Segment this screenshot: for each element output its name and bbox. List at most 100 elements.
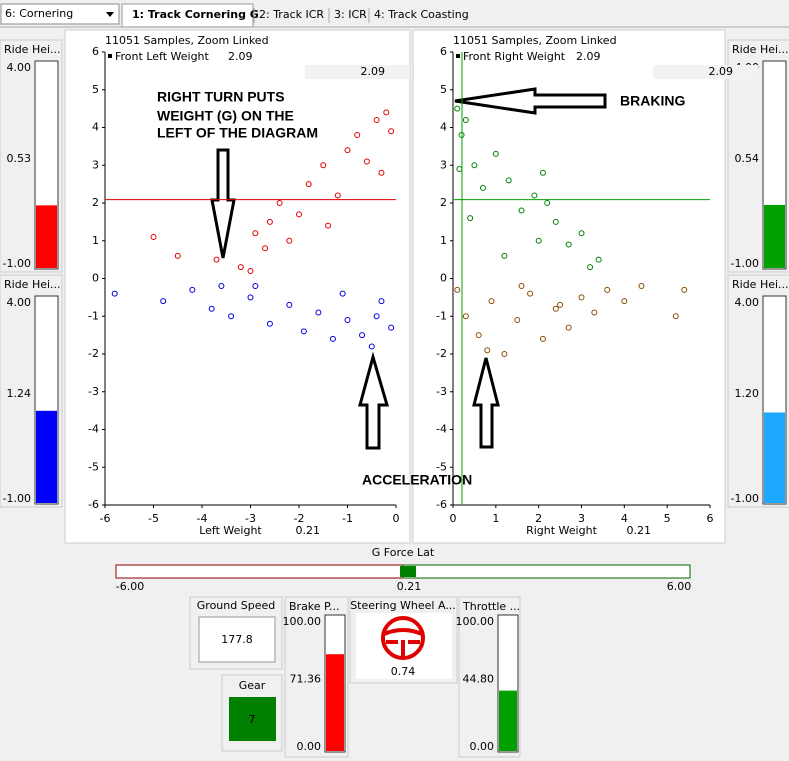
readout-box (653, 65, 758, 79)
y-tick-label: -1 (88, 309, 99, 322)
y-tick-label: 5 (440, 83, 447, 96)
x-tick-label: 0 (393, 512, 400, 525)
tab[interactable]: 2: Track ICR (259, 8, 324, 21)
ride-height-gauge-min: -1.00 (731, 257, 759, 270)
scatter-point (462, 313, 469, 320)
dropdown-arrow (106, 12, 114, 17)
arrow-up (358, 351, 389, 450)
scatter-point (276, 200, 283, 206)
ground-speed-box (198, 616, 276, 663)
scatter-point (454, 105, 461, 112)
throttle-gauge-title: Throttle ... (462, 600, 520, 613)
x-tick-label: 6 (707, 512, 714, 525)
gforce-max: 6.00 (667, 580, 692, 593)
y-tick-label: 0 (440, 272, 447, 285)
scatter-point (557, 301, 564, 308)
scatter-point (266, 320, 273, 327)
brake-gauge-min: 0.00 (297, 740, 322, 753)
ride-height-gauge-max: 4.00 (7, 61, 32, 74)
scatter-point (388, 324, 395, 331)
scatter-point (344, 317, 351, 324)
scatter-point (565, 241, 572, 248)
scatter-point (325, 222, 332, 229)
y-tick-label: 1 (440, 234, 447, 247)
gear-value: 7 (249, 713, 256, 726)
y-tick-label: -1 (436, 309, 447, 322)
y-tick-label: -5 (88, 460, 99, 473)
ride-height-gauge-fill (764, 412, 785, 503)
x-tick-label: -4 (197, 512, 208, 525)
scatter-point (373, 313, 380, 320)
scatter-point (638, 283, 645, 290)
y-tick-label: 3 (92, 158, 99, 171)
gear-box (229, 697, 276, 741)
scatter-point (471, 162, 478, 169)
tab-selected[interactable] (121, 3, 254, 28)
legend-value: 2.09 (576, 50, 601, 63)
ride-height-gauge-fill (36, 410, 57, 503)
y-tick-label: -4 (88, 423, 99, 436)
annotation: BRAKING (620, 93, 685, 109)
ride-height-gauge-title: Ride Hei... (732, 43, 789, 56)
scatter-point (363, 158, 370, 165)
readout-box (305, 65, 410, 79)
ride-height-gauge-min: -1.00 (3, 257, 31, 270)
scatter-point (681, 286, 688, 293)
scatter-point (339, 290, 346, 297)
scatter-point (368, 343, 375, 350)
y-tick-label: -6 (436, 498, 447, 511)
dropdown[interactable] (0, 3, 120, 25)
x-tick-label: -6 (100, 512, 111, 525)
legend-label: Front Left Weight (115, 50, 210, 63)
y-tick-label: -3 (88, 385, 99, 398)
scatter-point (475, 332, 482, 339)
scatter-point (247, 294, 254, 301)
scatter-point (578, 230, 585, 237)
scatter-point (492, 150, 499, 157)
scatter-point (552, 305, 559, 312)
throttle-gauge-fill (499, 690, 517, 751)
x-tick-label: 3 (578, 512, 585, 525)
scatter-point (621, 298, 628, 305)
throttle-gauge-max: 100.00 (456, 615, 495, 628)
left-chart-panel (64, 29, 411, 544)
scatter-point (359, 332, 366, 339)
y-tick-label: 4 (440, 121, 447, 134)
tab[interactable]: 1: Track Cornering G (132, 8, 259, 21)
scatter-point (378, 169, 385, 176)
legend-swatch (456, 54, 460, 58)
gforce-min: -6.00 (116, 580, 144, 593)
right-chart-panel (412, 29, 726, 544)
scatter-point (388, 128, 395, 135)
readout-value: 2.09 (709, 65, 734, 78)
ride-height-gauge-title: Ride Hei... (4, 43, 61, 56)
scatter-point (329, 335, 336, 342)
throttle-gauge-value: 44.80 (463, 672, 495, 685)
y-tick-label: -2 (88, 347, 99, 360)
dropdown-text: 6: Cornering (5, 7, 73, 20)
scatter-point (252, 230, 259, 237)
scatter-point (595, 256, 602, 263)
arrow-up (472, 357, 500, 449)
gforce-right (402, 564, 691, 579)
scatter-point (604, 286, 611, 293)
scatter-point (266, 218, 273, 225)
scatter-point (514, 317, 521, 324)
tab[interactable]: 4: Track Coasting (374, 8, 469, 21)
y-tick-label: 4 (92, 121, 99, 134)
x-axis-label: Left Weight (199, 524, 262, 537)
scatter-point (462, 116, 469, 123)
annotation: WEIGHT (G) ON THE (157, 108, 294, 124)
scatter-point (484, 347, 491, 354)
y-tick-label: 0 (92, 272, 99, 285)
scatter-point (228, 313, 235, 320)
tab[interactable]: 3: ICR (334, 8, 367, 21)
brake-gauge-title: Brake P... (289, 600, 339, 613)
scatter-point (378, 298, 385, 305)
scatter-point (488, 298, 495, 305)
y-tick-label: -2 (436, 347, 447, 360)
scatter-point (344, 147, 351, 154)
brake-gauge-max: 100.00 (283, 615, 322, 628)
